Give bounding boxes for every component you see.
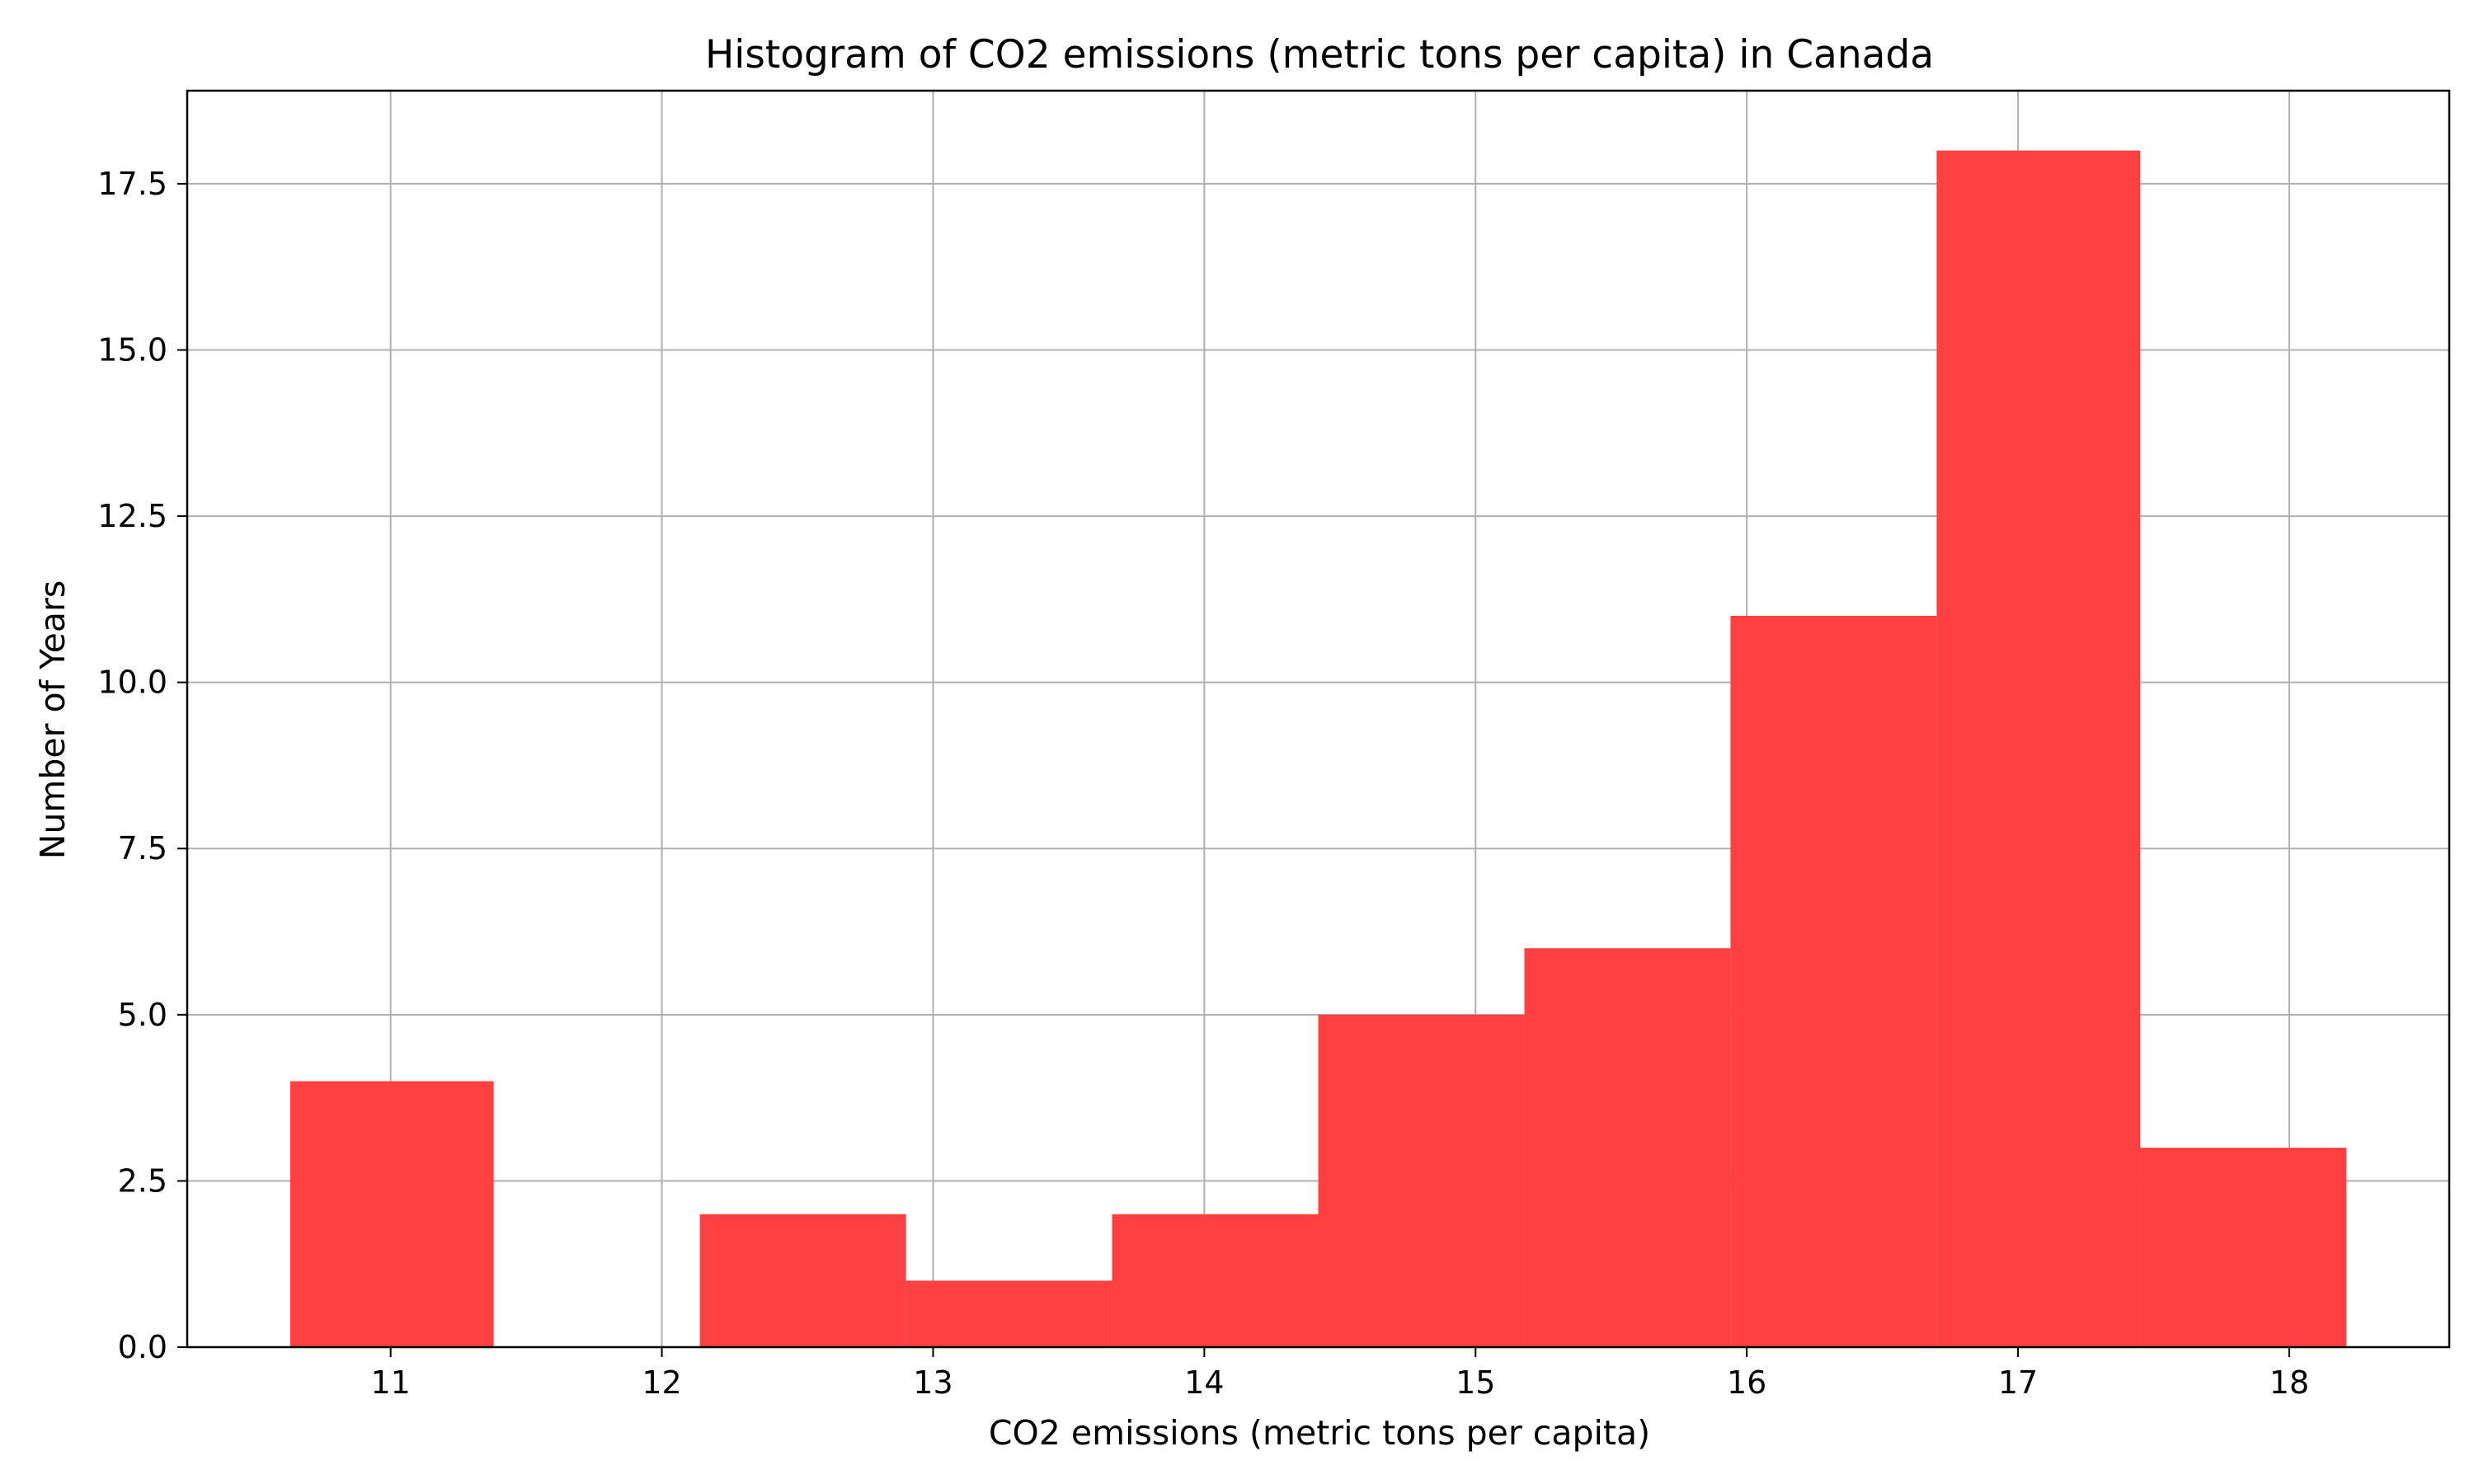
y-tick-label: 2.5 <box>118 1162 167 1199</box>
x-tick-label: 11 <box>370 1364 410 1401</box>
y-tick-label: 10.0 <box>97 665 167 701</box>
histogram-bar-3 <box>699 1214 906 1347</box>
y-tick-label: 0.0 <box>118 1329 167 1365</box>
plot-frame <box>186 89 2451 1349</box>
histogram-bar-4 <box>905 1280 1112 1347</box>
y-tick-label: 12.5 <box>97 498 167 534</box>
histogram-bar-9 <box>1936 150 2141 1348</box>
x-tick-label: 14 <box>1184 1364 1224 1401</box>
x-axis-ticks: 11 12 13 14 15 16 17 18 <box>370 1347 2309 1401</box>
histogram-bar-5 <box>1112 1214 1319 1347</box>
histogram-bar-8 <box>1730 616 1937 1347</box>
y-axis-ticks: 0.0 2.5 5.0 7.5 10.0 12.5 15.0 17.5 <box>97 166 187 1365</box>
x-tick-label: 17 <box>1998 1364 2038 1401</box>
histogram-bars <box>289 150 2347 1348</box>
x-tick-label: 15 <box>1456 1364 1495 1401</box>
x-tick-label: 12 <box>642 1364 681 1401</box>
y-tick-label: 5.0 <box>118 997 167 1033</box>
histogram-bar-10 <box>2140 1148 2347 1347</box>
chart-title: Histogram of CO2 emissions (metric tons … <box>705 32 1934 77</box>
x-axis-title: CO2 emissions (metric tons per capita) <box>989 1413 1650 1453</box>
x-tick-label: 13 <box>913 1364 952 1401</box>
y-tick-label: 15.0 <box>97 331 167 368</box>
histogram-bar-6 <box>1318 1014 1525 1347</box>
x-tick-label: 16 <box>1727 1364 1766 1401</box>
histogram-bar-7 <box>1524 948 1731 1347</box>
histogram-bar-1 <box>289 1081 494 1347</box>
x-tick-label: 18 <box>2269 1364 2309 1401</box>
y-tick-label: 17.5 <box>97 166 167 202</box>
y-tick-label: 7.5 <box>118 830 167 866</box>
y-axis-title: Number of Years <box>33 580 73 859</box>
